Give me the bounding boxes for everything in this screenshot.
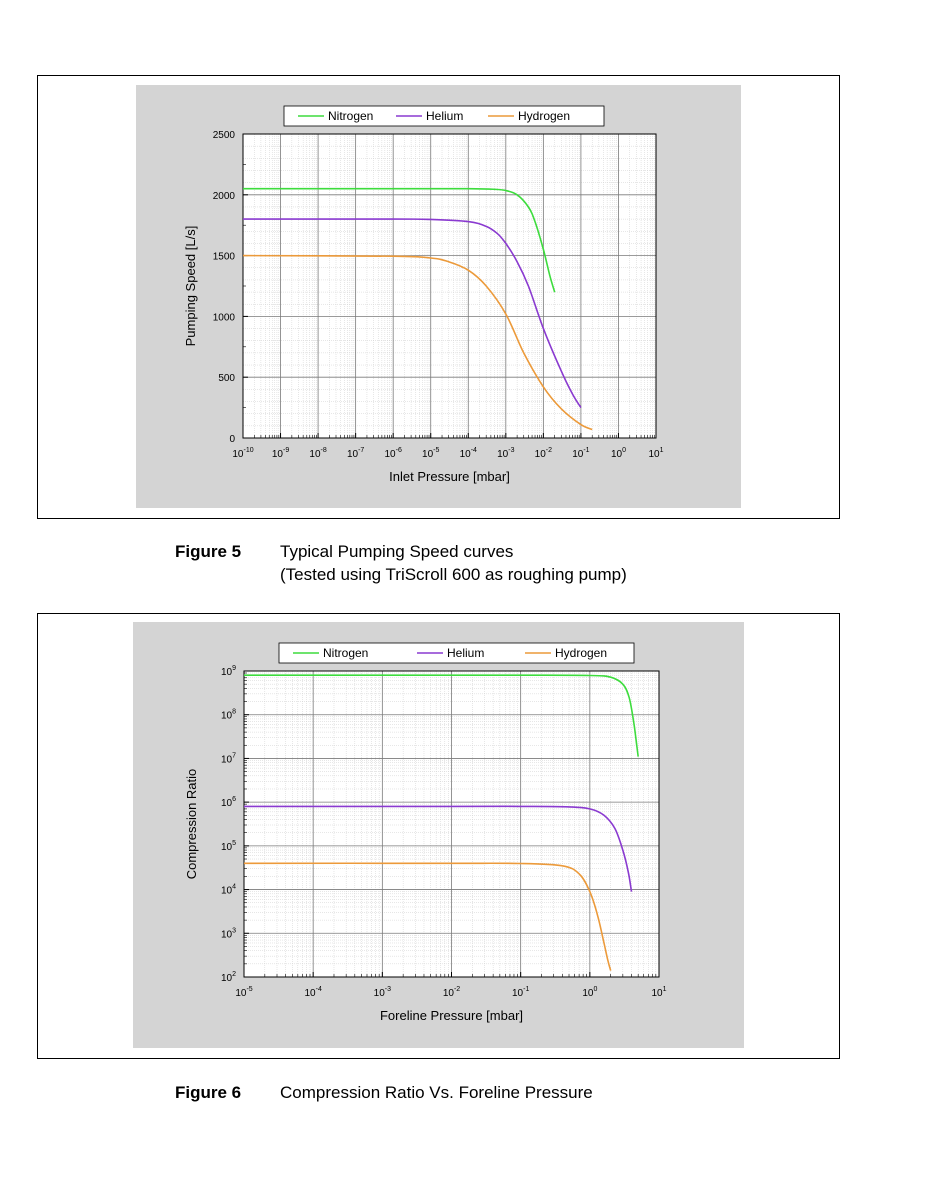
series-line-hydrogen bbox=[243, 862, 612, 971]
minor-grid bbox=[243, 134, 656, 438]
y-tick-label: 108 bbox=[221, 709, 236, 722]
legend-label-hydrogen: Hydrogen bbox=[518, 109, 570, 123]
y-tick-label: 102 bbox=[221, 971, 236, 984]
x-tick-label: 10-5 bbox=[235, 986, 252, 999]
y-tick-label: 104 bbox=[221, 884, 236, 897]
y-tick-label: 109 bbox=[221, 665, 236, 678]
legend-box bbox=[278, 642, 635, 664]
x-tick-label: 10-6 bbox=[385, 447, 402, 460]
x-tick-label: 10-8 bbox=[309, 447, 326, 460]
x-tick-label: 10-3 bbox=[374, 986, 391, 999]
x-tick-label: 10-5 bbox=[422, 447, 439, 460]
plot-area bbox=[243, 134, 656, 438]
x-tick-label: 10-2 bbox=[535, 447, 552, 460]
y-tick-label: 1500 bbox=[213, 252, 236, 263]
x-tick-label: 100 bbox=[611, 447, 626, 460]
x-tick-label: 10-2 bbox=[443, 986, 460, 999]
figure-5-label: Figure 5 bbox=[175, 542, 242, 561]
x-tick-label: 10-4 bbox=[460, 447, 477, 460]
figure-6-label: Figure 6 bbox=[175, 1083, 242, 1102]
x-axis-label: Foreline Pressure [mbar] bbox=[380, 1008, 523, 1023]
legend-box bbox=[283, 105, 605, 127]
chart-5: 10-10 10-9 10-8 10-7 10-6 10-5 10-4 10-3 10-2 10-… bbox=[183, 105, 664, 484]
legend: Nitrogen Helium Hydrogen bbox=[278, 642, 635, 664]
legend: Nitrogen Helium Hydrogen bbox=[283, 105, 605, 127]
x-tick-label: 10-1 bbox=[572, 447, 589, 460]
series-line-nitrogen bbox=[243, 187, 556, 293]
x-tick-label: 10-10 bbox=[232, 447, 253, 460]
y-tick-label: 500 bbox=[218, 373, 235, 384]
legend-label-helium: Helium bbox=[426, 109, 463, 123]
figure-5-caption-line-1: Typical Pumping Speed curves bbox=[280, 542, 514, 561]
series-line-nitrogen bbox=[244, 674, 639, 757]
y-tick-label: 2500 bbox=[213, 130, 236, 141]
series-line-hydrogen bbox=[242, 254, 593, 431]
y-tick-label: 107 bbox=[221, 752, 236, 765]
y-tick-label: 2000 bbox=[213, 191, 236, 202]
x-tick-label: 10-7 bbox=[347, 447, 364, 460]
figure-6-caption-line-1: Compression Ratio Vs. Foreline Pressure bbox=[280, 1083, 593, 1102]
x-tick-label: 101 bbox=[651, 986, 666, 999]
chart-6: 10-5 10-4 10-3 10-2 10-1 100 101 102 103 104 105 10… bbox=[184, 642, 667, 1023]
series-line-helium bbox=[243, 218, 582, 409]
x-tick-label: 10-9 bbox=[272, 447, 289, 460]
y-axis-label: Compression Ratio bbox=[184, 769, 199, 880]
y-axis-label: Pumping Speed [L/s] bbox=[183, 226, 198, 347]
x-axis-label: Inlet Pressure [mbar] bbox=[389, 469, 510, 484]
minor-grid bbox=[244, 671, 659, 977]
y-tick-label: 1000 bbox=[213, 312, 236, 323]
x-tick-label: 100 bbox=[582, 986, 597, 999]
series-line-helium bbox=[243, 805, 633, 892]
legend-label-nitrogen: Nitrogen bbox=[328, 109, 373, 123]
y-tick-label: 103 bbox=[221, 927, 236, 940]
figure-5-caption-line-2: (Tested using TriScroll 600 as roughing … bbox=[280, 565, 627, 584]
legend-label-hydrogen: Hydrogen bbox=[555, 646, 607, 660]
y-tick-label: 105 bbox=[221, 840, 236, 853]
x-tick-label: 101 bbox=[648, 447, 663, 460]
x-tick-label: 10-4 bbox=[304, 986, 321, 999]
y-tick-label: 106 bbox=[221, 796, 236, 809]
x-tick-label: 10-1 bbox=[512, 986, 529, 999]
x-tick-label: 10-3 bbox=[497, 447, 514, 460]
y-tick-label: 0 bbox=[229, 434, 235, 445]
legend-label-nitrogen: Nitrogen bbox=[323, 646, 368, 660]
legend-label-helium: Helium bbox=[447, 646, 484, 660]
